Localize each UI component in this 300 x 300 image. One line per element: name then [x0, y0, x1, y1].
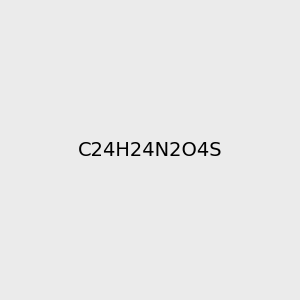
- Text: C24H24N2O4S: C24H24N2O4S: [78, 140, 222, 160]
